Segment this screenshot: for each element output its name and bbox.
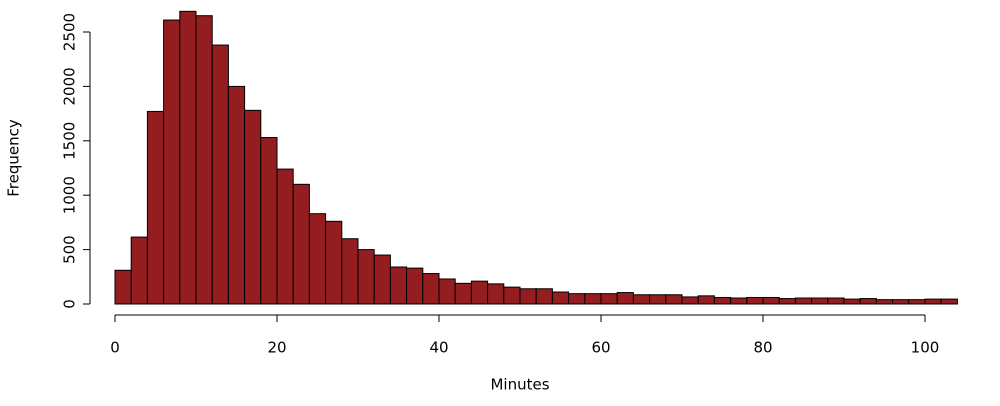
y-tick-label: 500 [61, 235, 79, 264]
y-tick-label: 2000 [61, 67, 79, 105]
bar [308, 213, 327, 305]
bar [908, 299, 926, 305]
x-axis-title: Minutes [490, 376, 549, 394]
bar [616, 292, 634, 305]
bar [632, 294, 651, 305]
bar [487, 283, 505, 305]
bar [276, 168, 294, 305]
bar [859, 298, 877, 305]
bar [341, 238, 359, 305]
bar [697, 295, 715, 305]
bar [681, 296, 699, 305]
bar [794, 297, 813, 305]
bar [195, 15, 213, 305]
y-tick-label: 2500 [61, 13, 79, 51]
bar [373, 254, 391, 305]
bar [892, 299, 910, 305]
bar [600, 293, 618, 305]
bar [730, 297, 748, 305]
bar [924, 298, 942, 305]
x-tick-label: 0 [110, 339, 120, 357]
x-tick-label: 20 [267, 339, 286, 357]
bar [762, 296, 780, 305]
bar [454, 282, 472, 305]
bar [811, 297, 829, 305]
bar [130, 236, 148, 305]
y-tick-label: 0 [61, 299, 79, 309]
y-axis-title: Frequency [5, 119, 23, 197]
x-tick-label: 60 [591, 339, 610, 357]
bar [163, 19, 181, 305]
bar [292, 183, 310, 305]
bar [940, 298, 958, 305]
bar [535, 288, 553, 305]
bar [519, 288, 537, 305]
bar [325, 220, 343, 305]
bar [244, 109, 262, 305]
bar [179, 10, 197, 305]
bar [389, 266, 408, 305]
bar [568, 293, 586, 305]
bar [211, 44, 229, 305]
bar [665, 294, 683, 305]
bar [114, 269, 132, 305]
x-tick-label: 80 [753, 339, 772, 357]
bar [649, 294, 667, 305]
bar [746, 296, 764, 305]
bar [827, 297, 845, 305]
y-tick-label: 1000 [61, 176, 79, 214]
bar [470, 280, 489, 305]
bar [227, 85, 246, 305]
bar [713, 296, 732, 305]
bar [503, 286, 521, 305]
bar [357, 249, 375, 305]
bar [778, 298, 796, 305]
bar [551, 291, 570, 305]
bar [406, 267, 424, 305]
bar [843, 298, 861, 305]
bar [146, 110, 165, 305]
bar [260, 137, 278, 305]
bar [584, 293, 602, 305]
y-tick-label: 1500 [61, 122, 79, 160]
bar [422, 273, 440, 305]
bar [875, 299, 894, 305]
bar [438, 278, 456, 305]
x-tick-label: 40 [429, 339, 448, 357]
x-tick-label: 100 [911, 339, 940, 357]
